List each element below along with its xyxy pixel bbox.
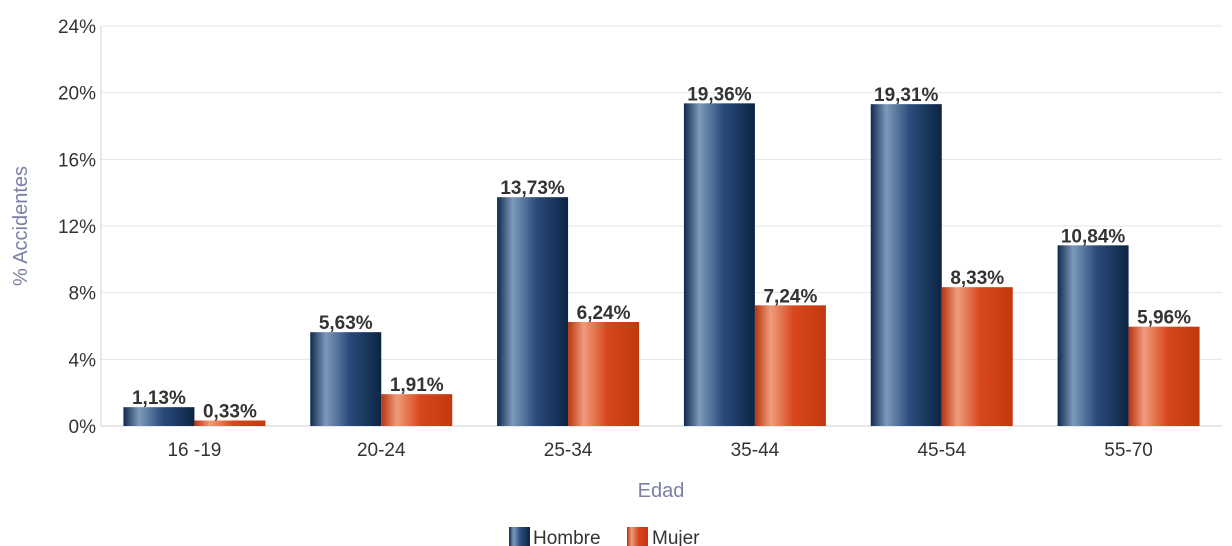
data-label-mujer: 6,24%	[577, 303, 631, 324]
bar-mujer-35-44	[754, 305, 826, 426]
bar-hombre-20-24	[310, 332, 382, 426]
legend: Hombre Mujer	[509, 527, 700, 546]
bar-mujer-25-34	[568, 322, 640, 426]
data-label-hombre: 10,84%	[1061, 226, 1126, 247]
bar-mujer-16-19	[194, 420, 266, 426]
bars	[123, 103, 1200, 427]
legend-swatch-mujer	[627, 527, 648, 546]
legend-label-mujer: Mujer	[652, 528, 700, 546]
y-tick-labels: 0% 4% 8% 12% 16% 20% 24%	[58, 17, 96, 438]
bar-mujer-55-70	[1128, 326, 1200, 426]
y-tick-label: 0%	[69, 417, 97, 438]
legend-label-hombre: Hombre	[533, 528, 601, 546]
y-tick-label: 24%	[58, 17, 96, 38]
y-axis-title: % Accidentes	[10, 166, 32, 286]
bar-hombre-25-34	[497, 197, 569, 426]
data-label-mujer: 5,96%	[1137, 308, 1191, 329]
axes	[100, 26, 1222, 427]
y-tick-label: 16%	[58, 150, 96, 171]
x-tick-label: 45-54	[917, 440, 966, 461]
data-label-mujer: 1,91%	[390, 375, 444, 396]
legend-swatch-hombre	[509, 527, 530, 546]
gridlines	[101, 25, 1222, 360]
y-tick-label: 20%	[58, 84, 96, 105]
x-tick-label: 20-24	[357, 440, 406, 461]
data-label-hombre: 19,31%	[874, 85, 939, 106]
bar-hombre-45-54	[870, 104, 942, 427]
x-tick-label: 16 -19	[167, 440, 221, 461]
x-tick-labels: 16 -19 20-24 25-34 35-44 45-54 55-70	[167, 440, 1152, 461]
y-tick-label: 12%	[58, 217, 96, 238]
y-tick-label: 4%	[69, 350, 97, 371]
data-label-hombre: 1,13%	[132, 388, 186, 409]
bar-hombre-35-44	[683, 103, 755, 426]
bar-hombre-55-70	[1057, 245, 1129, 426]
bar-mujer-20-24	[381, 394, 453, 426]
bar-mujer-45-54	[941, 287, 1013, 426]
data-label-mujer: 0,33%	[203, 402, 257, 423]
y-tick-label: 8%	[69, 284, 97, 305]
data-label-hombre: 19,36%	[687, 84, 752, 105]
x-tick-label: 25-34	[544, 440, 593, 461]
x-axis-title: Edad	[638, 480, 685, 502]
data-label-mujer: 8,33%	[950, 268, 1004, 289]
x-tick-label: 55-70	[1104, 440, 1153, 461]
data-labels: 1,13% 0,33% 5,63% 1,91% 13,73% 6,24% 19,36% 7,2…	[132, 84, 1191, 422]
data-label-mujer: 7,24%	[763, 286, 817, 307]
data-label-hombre: 13,73%	[500, 178, 565, 199]
data-label-hombre: 5,63%	[319, 313, 373, 334]
bar-hombre-16-19	[123, 407, 195, 426]
x-tick-label: 35-44	[731, 440, 780, 461]
